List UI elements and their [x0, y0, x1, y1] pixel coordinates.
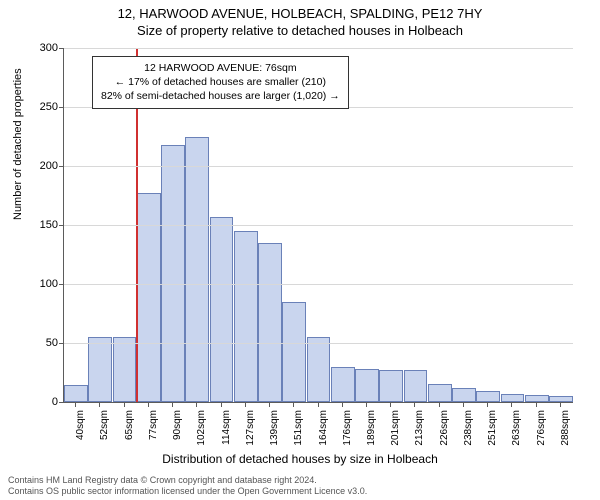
x-tick-label: 40sqm [75, 410, 86, 460]
y-tick-label: 50 [28, 337, 58, 349]
y-tick-mark [59, 343, 63, 344]
y-tick-label: 150 [28, 219, 58, 231]
bar [452, 388, 476, 402]
x-tick-mark [463, 403, 464, 407]
x-tick-label: 251sqm [487, 410, 498, 460]
x-tick-mark [196, 403, 197, 407]
x-tick-label: 90sqm [172, 410, 183, 460]
x-tick-mark [439, 403, 440, 407]
x-tick-label: 238sqm [463, 410, 474, 460]
bar [64, 385, 88, 402]
x-tick-label: 127sqm [245, 410, 256, 460]
y-tick-mark [59, 284, 63, 285]
x-tick-label: 114sqm [221, 410, 232, 460]
x-tick-mark [172, 403, 173, 407]
callout-line1: 12 HARWOOD AVENUE: 76sqm [101, 61, 340, 75]
bar [525, 395, 549, 402]
x-tick-label: 52sqm [99, 410, 110, 460]
x-tick-label: 102sqm [196, 410, 207, 460]
bar [501, 394, 525, 402]
bar [282, 302, 306, 402]
bar [234, 231, 258, 402]
bar [161, 145, 185, 402]
x-tick-mark [342, 403, 343, 407]
x-tick-label: 176sqm [342, 410, 353, 460]
bar [210, 217, 234, 402]
gridline [64, 343, 573, 344]
x-tick-label: 151sqm [293, 410, 304, 460]
x-tick-label: 288sqm [560, 410, 571, 460]
plot-area: 12 HARWOOD AVENUE: 76sqm ← 17% of detach… [63, 48, 573, 403]
footer-line2: Contains OS public sector information li… [8, 486, 367, 497]
x-tick-mark [269, 403, 270, 407]
y-tick-mark [59, 225, 63, 226]
x-tick-label: 263sqm [511, 410, 522, 460]
bar [476, 391, 500, 402]
bar [404, 370, 428, 402]
y-tick-label: 300 [28, 42, 58, 54]
x-tick-mark [75, 403, 76, 407]
bar [549, 396, 573, 402]
x-tick-label: 139sqm [269, 410, 280, 460]
x-tick-mark [414, 403, 415, 407]
y-tick-label: 200 [28, 160, 58, 172]
bar [113, 337, 137, 402]
bar [428, 384, 452, 402]
x-tick-mark [318, 403, 319, 407]
bar [258, 243, 282, 402]
bar [331, 367, 355, 402]
bar [355, 369, 379, 402]
x-tick-label: 77sqm [148, 410, 159, 460]
y-tick-label: 0 [28, 396, 58, 408]
x-tick-mark [245, 403, 246, 407]
x-tick-label: 276sqm [536, 410, 547, 460]
x-tick-mark [511, 403, 512, 407]
callout-line3: 82% of semi-detached houses are larger (… [101, 89, 340, 103]
x-tick-mark [560, 403, 561, 407]
callout-box: 12 HARWOOD AVENUE: 76sqm ← 17% of detach… [92, 56, 349, 109]
x-tick-label: 226sqm [439, 410, 450, 460]
x-tick-mark [293, 403, 294, 407]
footer-text: Contains HM Land Registry data © Crown c… [8, 475, 367, 497]
footer-line1: Contains HM Land Registry data © Crown c… [8, 475, 367, 486]
chart-container: 12, HARWOOD AVENUE, HOLBEACH, SPALDING, … [0, 0, 600, 500]
y-axis-label: Number of detached properties [12, 68, 24, 220]
callout-line2: ← 17% of detached houses are smaller (21… [101, 75, 340, 89]
y-tick-mark [59, 166, 63, 167]
x-tick-mark [221, 403, 222, 407]
bar [88, 337, 112, 402]
x-tick-label: 164sqm [318, 410, 329, 460]
x-tick-label: 213sqm [414, 410, 425, 460]
bar [379, 370, 403, 402]
x-tick-label: 189sqm [366, 410, 377, 460]
y-tick-mark [59, 107, 63, 108]
y-tick-mark [59, 402, 63, 403]
gridline [64, 284, 573, 285]
chart-title-line2: Size of property relative to detached ho… [0, 21, 600, 38]
x-tick-mark [487, 403, 488, 407]
chart-title-line1: 12, HARWOOD AVENUE, HOLBEACH, SPALDING, … [0, 0, 600, 21]
x-tick-label: 201sqm [390, 410, 401, 460]
bar [185, 137, 209, 403]
gridline [64, 225, 573, 226]
y-tick-mark [59, 48, 63, 49]
gridline [64, 48, 573, 49]
gridline [64, 166, 573, 167]
x-tick-mark [390, 403, 391, 407]
bar [307, 337, 331, 402]
x-tick-mark [124, 403, 125, 407]
x-tick-mark [366, 403, 367, 407]
x-tick-mark [536, 403, 537, 407]
y-tick-label: 100 [28, 278, 58, 290]
x-tick-label: 65sqm [124, 410, 135, 460]
y-tick-label: 250 [28, 101, 58, 113]
x-tick-mark [148, 403, 149, 407]
x-tick-mark [99, 403, 100, 407]
